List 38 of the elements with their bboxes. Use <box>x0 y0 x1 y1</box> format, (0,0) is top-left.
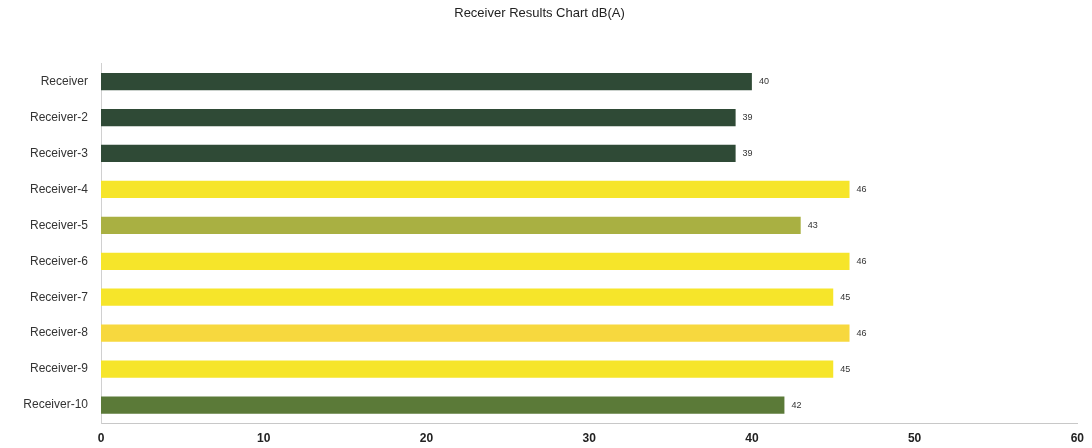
y-tick-label: Receiver <box>40 73 88 88</box>
x-tick-label: 40 <box>745 430 759 445</box>
x-tick-label: 50 <box>907 430 922 445</box>
x-tick-label: 10 <box>257 430 271 445</box>
y-tick-label: Receiver-7 <box>29 289 89 304</box>
y-tick-label: Receiver-8 <box>29 325 89 340</box>
bar <box>101 180 850 199</box>
data-label: 43 <box>807 219 818 230</box>
data-label: 46 <box>856 183 867 194</box>
bar <box>101 108 736 127</box>
y-tick-label: Receiver-6 <box>29 253 89 268</box>
data-label: 46 <box>856 327 867 338</box>
bar <box>101 360 834 378</box>
bar <box>101 252 850 270</box>
y-tick-label: Receiver-3 <box>29 145 89 160</box>
bar <box>101 216 801 234</box>
bar <box>101 324 850 342</box>
data-label: 45 <box>840 363 851 374</box>
data-label: 46 <box>856 255 867 266</box>
data-label: 39 <box>742 111 753 122</box>
bar <box>101 396 785 414</box>
x-tick-label: 60 <box>1070 430 1085 445</box>
y-tick-label: Receiver-2 <box>29 109 89 124</box>
bar <box>101 72 752 91</box>
data-label: 45 <box>840 291 851 302</box>
bar <box>101 144 736 163</box>
chart-title: Receiver Results Chart dB(A) <box>454 5 625 21</box>
y-tick-label: Receiver-9 <box>29 361 89 376</box>
bar <box>101 288 834 306</box>
y-tick-label: Receiver-10 <box>23 397 89 412</box>
x-tick-label: 30 <box>582 430 597 445</box>
x-tick-label: 20 <box>419 430 434 445</box>
x-tick-label: 0 <box>97 430 105 445</box>
data-label: 39 <box>742 147 753 158</box>
data-label: 40 <box>758 76 769 87</box>
data-label: 42 <box>791 399 802 410</box>
y-tick-label: Receiver-5 <box>29 217 89 232</box>
y-tick-label: Receiver-4 <box>29 181 89 196</box>
